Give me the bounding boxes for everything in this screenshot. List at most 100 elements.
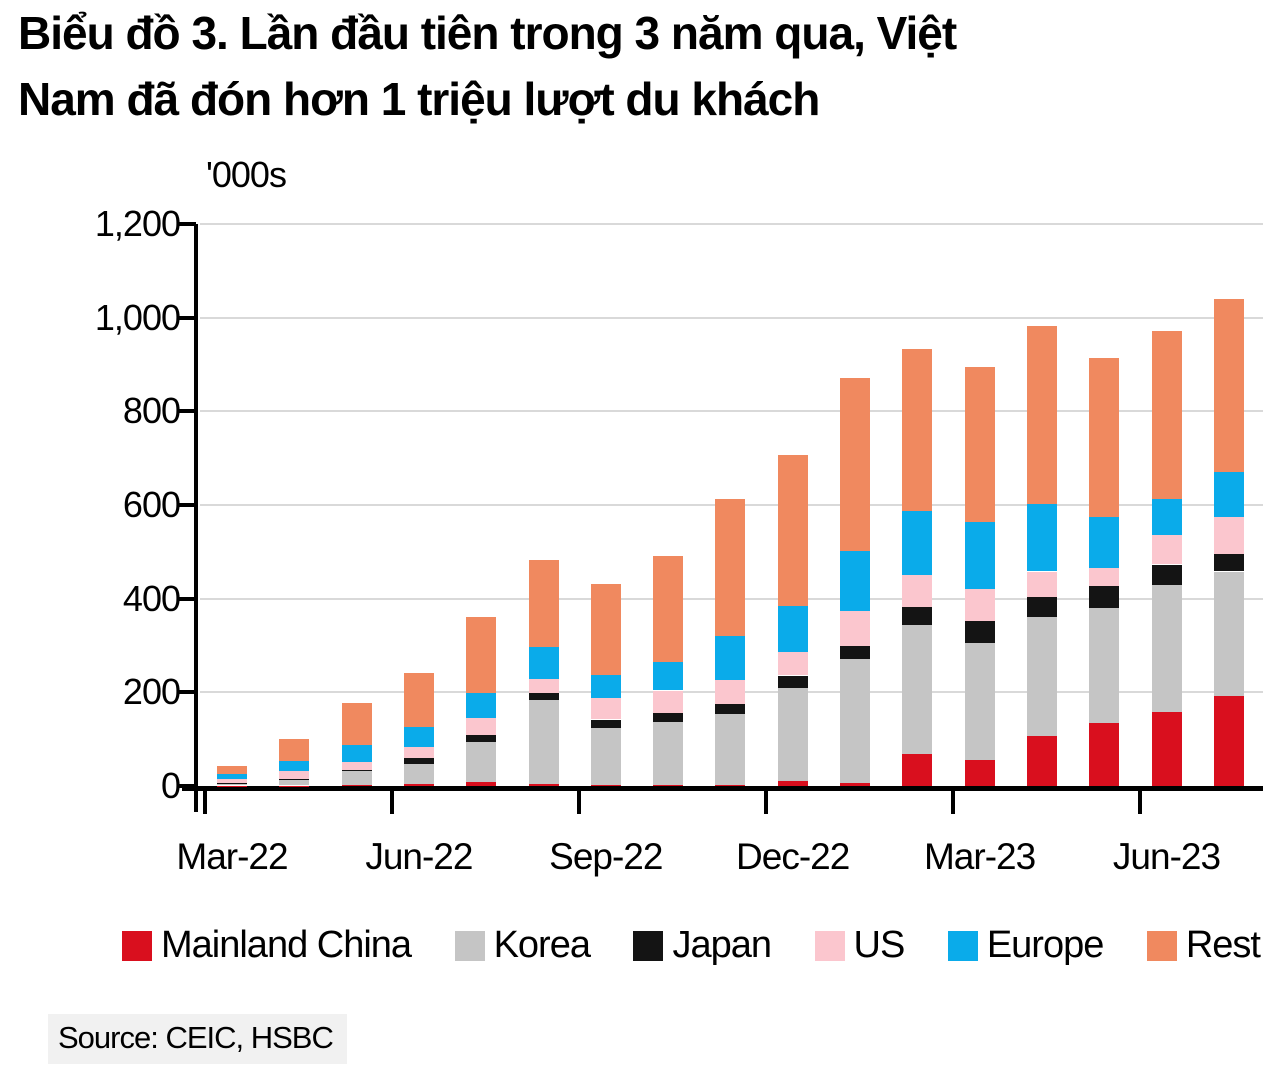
- bar-segment: [777, 781, 808, 786]
- y-axis-tick: [178, 596, 196, 601]
- bar-segment: [715, 714, 746, 785]
- legend-label: Japan: [672, 924, 772, 966]
- bar-segment: [840, 659, 870, 784]
- y-tick-label: 800: [122, 390, 181, 432]
- legend-label: Europe: [986, 924, 1105, 966]
- bar-segment: [1089, 516, 1120, 568]
- bar-segment: [840, 783, 870, 786]
- bar-segment: [840, 378, 870, 551]
- x-tick-label: Jun-23: [1112, 836, 1221, 877]
- bar-segment: [528, 700, 559, 784]
- bar-segment: [715, 636, 746, 680]
- legend-item: Korea: [454, 924, 591, 967]
- bar-segment: [528, 783, 559, 786]
- source-note: Source: CEIC, HSBC: [48, 1014, 347, 1064]
- bar-segment: [715, 785, 746, 786]
- y-tick-label: 600: [122, 484, 181, 525]
- bar-segment: [964, 521, 995, 589]
- bar-segment: [341, 769, 372, 771]
- y-axis-tick: [178, 503, 196, 507]
- bar-segment: [653, 785, 684, 786]
- bar-segment: [1151, 498, 1182, 536]
- bar-segment: [528, 559, 559, 648]
- bar-segment: [528, 647, 559, 679]
- bar-segment: [653, 556, 684, 663]
- bar-segment: [964, 760, 995, 786]
- bar-segment: [1026, 736, 1057, 786]
- bar-segment: [217, 785, 247, 786]
- y-axis-tick: [178, 690, 196, 695]
- bar-segment: [341, 745, 372, 762]
- bar-segment: [466, 735, 497, 742]
- chart-title: Biểu đồ 3. Lần đầu tiên trong 3 năm qua,…: [18, 0, 1266, 132]
- bar-segment: [466, 717, 497, 735]
- chart-title-line2: Nam đã đón hơn 1 triệu lượt du khách: [18, 73, 820, 125]
- bar-segment: [528, 678, 559, 693]
- bar-segment: [902, 754, 933, 786]
- bar-segment: [466, 782, 497, 786]
- gridline: [200, 223, 1263, 225]
- bar-segment: [653, 712, 684, 723]
- legend-swatch: [814, 930, 845, 961]
- bar-segment: [341, 770, 372, 785]
- y-axis-tick: [178, 409, 196, 414]
- legend-label: US: [853, 924, 906, 966]
- bar-segment: [1151, 712, 1182, 786]
- bar-segment: [590, 719, 621, 728]
- x-axis-line: [182, 786, 1263, 791]
- bar-segment: [466, 742, 497, 783]
- legend-item: Europe: [947, 924, 1105, 967]
- legend-label: Rest: [1185, 924, 1261, 966]
- bar-segment: [1026, 326, 1057, 505]
- bar-segment: [902, 348, 933, 512]
- y-tick-label: 0: [160, 765, 181, 806]
- bar-segment: [279, 771, 310, 779]
- bar-segment: [964, 588, 995, 621]
- x-tick-label: Sep-22: [549, 836, 663, 877]
- bar-segment: [403, 673, 434, 727]
- bar-segment: [279, 785, 310, 786]
- y-axis-unit-label: '000s: [206, 154, 287, 195]
- bar-segment: [1026, 571, 1057, 598]
- bar-segment: [653, 662, 684, 691]
- bar-segment: [279, 738, 310, 761]
- bar-segment: [902, 511, 933, 576]
- bar-segment: [777, 605, 808, 652]
- legend-label: Korea: [493, 924, 591, 966]
- bar-segment: [1089, 585, 1120, 608]
- bar-segment: [279, 779, 310, 780]
- y-axis-tick: [178, 315, 196, 320]
- legend-item: Japan: [633, 924, 772, 967]
- x-tick-label: Mar-22: [176, 836, 288, 877]
- bar-segment: [403, 763, 434, 784]
- bar-segment: [777, 454, 808, 606]
- bar-segment: [964, 367, 995, 522]
- bar-segment: [403, 758, 434, 764]
- legend: Mainland China Korea Japan US Europe Rest: [122, 924, 1261, 967]
- legend-swatch: [1146, 930, 1177, 961]
- y-axis-tick: [178, 222, 196, 226]
- bar-segment: [403, 747, 434, 759]
- bar-segment: [341, 785, 372, 786]
- chart-title-line1: Biểu đồ 3. Lần đầu tiên trong 3 năm qua,…: [18, 7, 957, 59]
- bar-segment: [1026, 616, 1057, 737]
- x-tick-label: Jun-22: [365, 836, 473, 877]
- bar-segment: [466, 693, 497, 718]
- bar-segment: [777, 651, 808, 676]
- x-tick-label: Mar-23: [923, 836, 1036, 877]
- bar-segment: [715, 679, 746, 705]
- x-axis-tick: [763, 790, 768, 814]
- bar-segment: [528, 692, 559, 701]
- bar-segment: [403, 727, 434, 748]
- y-tick-label: 200: [122, 671, 181, 713]
- gridline: [200, 410, 1263, 413]
- bar-segment: [1213, 553, 1244, 572]
- bar-segment: [1089, 723, 1120, 786]
- x-axis-tick: [389, 790, 394, 814]
- bar-segment: [1213, 571, 1244, 697]
- legend-item: US: [814, 924, 906, 967]
- legend-swatch: [633, 930, 664, 961]
- bar-segment: [840, 550, 870, 611]
- legend-label: Mainland China: [161, 924, 412, 966]
